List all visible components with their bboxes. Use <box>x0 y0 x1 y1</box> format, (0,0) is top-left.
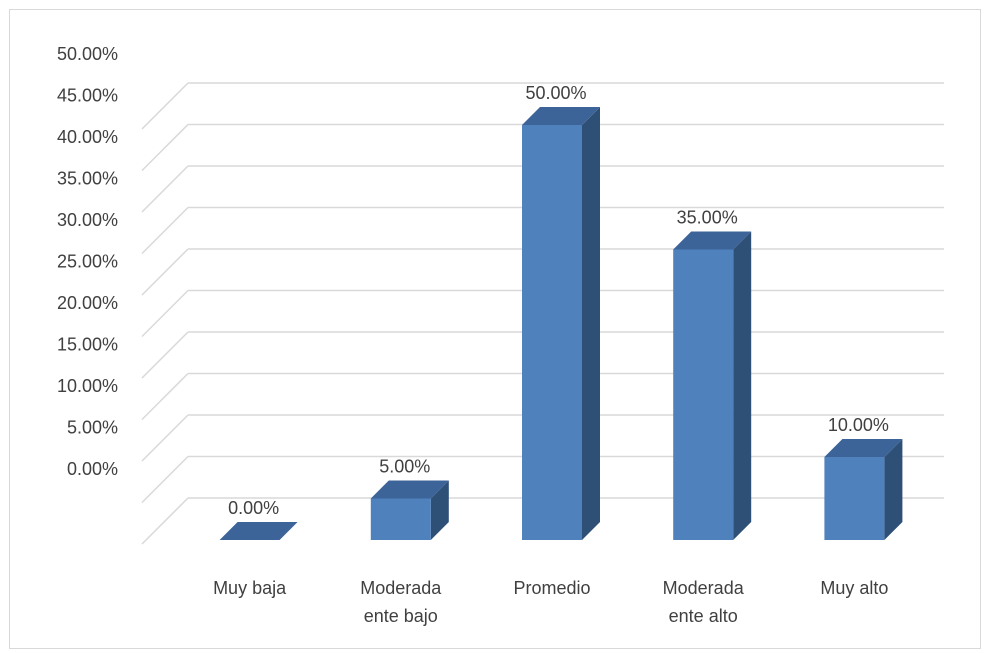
category-label: Moderada ente alto <box>663 578 745 626</box>
bar <box>219 522 298 540</box>
bar <box>522 107 600 540</box>
y-tick-label: 0.00% <box>67 459 118 479</box>
y-tick-label: 25.00% <box>57 252 118 272</box>
x-axis-categories: Muy baja Moderada ente bajo Promedio Moderad… <box>213 578 888 626</box>
bar <box>673 231 752 540</box>
data-label: 10.00% <box>828 415 889 435</box>
data-label: 50.00% <box>525 83 586 103</box>
bar <box>824 439 903 540</box>
y-tick-label: 30.00% <box>57 210 118 230</box>
bars <box>219 107 903 540</box>
y-tick-label: 5.00% <box>67 418 118 438</box>
y-tick-label: 40.00% <box>57 127 118 147</box>
y-tick-label: 45.00% <box>57 86 118 106</box>
y-tick-label: 35.00% <box>57 169 118 189</box>
data-labels: 0.00% 5.00% 50.00% 35.00% 10.00% <box>228 83 889 518</box>
category-label: Muy alto <box>820 578 888 598</box>
y-tick-label: 50.00% <box>57 44 118 64</box>
y-tick-label: 15.00% <box>57 335 118 355</box>
y-tick-label: 20.00% <box>57 293 118 313</box>
gridline <box>141 82 944 130</box>
data-label: 0.00% <box>228 498 279 518</box>
category-label: Moderada ente bajo <box>360 578 442 626</box>
category-label: Promedio <box>513 578 590 598</box>
y-tick-label: 10.00% <box>57 376 118 396</box>
bar <box>370 480 449 540</box>
data-label: 5.00% <box>379 457 430 477</box>
y-axis-ticks: 0.00% 5.00% 10.00% 15.00% 20.00% 25.00% 30.00%… <box>57 44 118 479</box>
data-label: 35.00% <box>677 208 738 228</box>
chart-frame <box>9 9 981 649</box>
category-label: Muy baja <box>213 578 287 598</box>
